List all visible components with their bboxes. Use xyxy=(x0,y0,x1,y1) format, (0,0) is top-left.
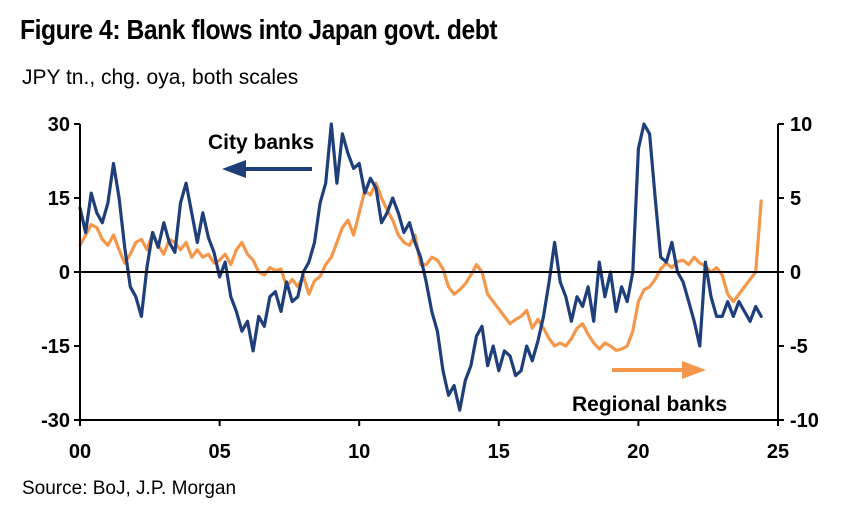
left-tick-label: -30 xyxy=(41,410,70,432)
regional-banks-label: Regional banks xyxy=(572,393,727,416)
x-tick-label: 25 xyxy=(767,441,789,463)
chart-subtitle: JPY tn., chg. oya, both scales xyxy=(22,66,299,89)
city-banks-label: City banks xyxy=(208,131,314,154)
x-tick-label: 20 xyxy=(627,441,649,463)
right-tick-label: -10 xyxy=(790,410,819,432)
x-tick-label: 05 xyxy=(208,441,230,463)
x-tick-label: 00 xyxy=(69,441,91,463)
city-arrow-head-icon xyxy=(222,160,246,178)
right-tick-label: 0 xyxy=(790,262,801,284)
x-tick-label: 15 xyxy=(488,441,510,463)
regional-banks-line xyxy=(78,181,763,352)
left-tick-label: 15 xyxy=(48,188,70,210)
x-tick-label: 10 xyxy=(348,441,370,463)
chart-title: Figure 4: Bank flows into Japan govt. de… xyxy=(20,14,498,45)
left-tick-label: -15 xyxy=(41,336,70,358)
right-tick-label: -5 xyxy=(790,336,808,358)
right-tick-label: 5 xyxy=(790,188,801,210)
left-tick-label: 0 xyxy=(59,262,70,284)
city-banks-line xyxy=(78,122,763,412)
right-tick-label: 10 xyxy=(790,114,812,136)
regional-arrow-head-icon xyxy=(682,361,706,379)
left-tick-label: 30 xyxy=(48,114,70,136)
chart-source: Source: BoJ, J.P. Morgan xyxy=(22,478,237,499)
